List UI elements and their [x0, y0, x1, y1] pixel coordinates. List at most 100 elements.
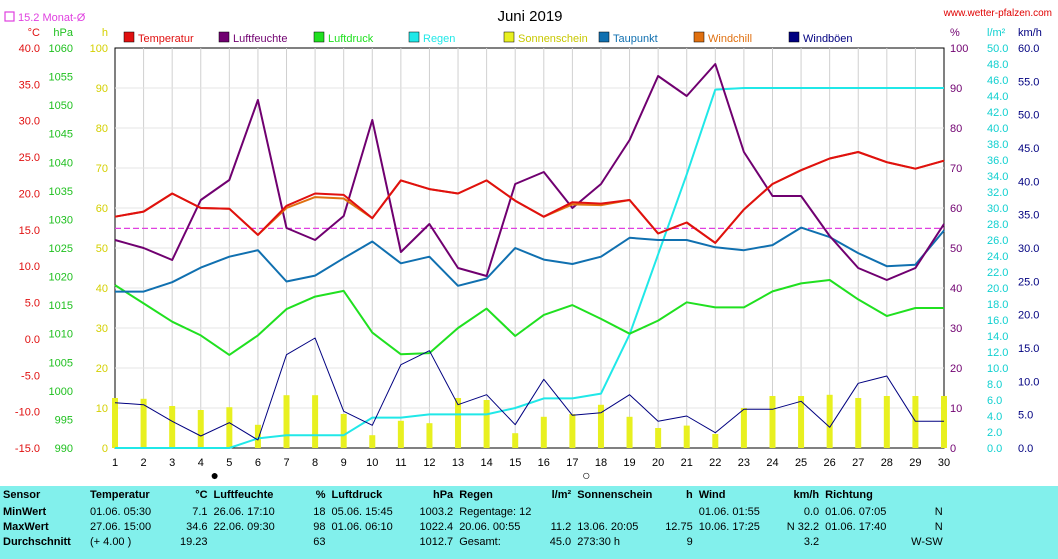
x-tick-label: 28 — [881, 457, 893, 469]
sunshine-axis-tick-label: 40 — [96, 283, 108, 295]
stats-row-max: MaxWert 27.06. 15:00 34.6 22.06. 09:30 9… — [0, 519, 946, 534]
humidity-axis-tick-label: 60 — [950, 203, 962, 215]
x-tick-label: 1 — [112, 457, 118, 469]
stats-panel: Sensor Temperatur °C Luftfeuchte % Luftd… — [0, 486, 1058, 559]
sunshine-bar — [855, 398, 862, 448]
sunshine-bar — [283, 395, 290, 448]
legend-swatch — [598, 31, 610, 43]
stats-row-label: MaxWert — [3, 520, 49, 533]
sunshine-bar — [312, 395, 319, 448]
legend-label: Temperatur — [138, 33, 194, 45]
legend-label: Windböen — [803, 33, 853, 45]
wind-axis-tick-label: 20.0 — [1018, 310, 1039, 322]
x-tick-label: 17 — [566, 457, 578, 469]
sunshine-bar — [254, 424, 261, 448]
pressure-axis-tick-label: 1015 — [49, 300, 73, 312]
monthly-avg-label: 15.2 Monat-Ø — [18, 12, 86, 24]
rain-axis-tick-label: 14.0 — [987, 331, 1008, 343]
stats-h-temp-unit: °C — [195, 489, 208, 501]
stats-cell: 1022.4 — [419, 520, 454, 533]
wind-axis-tick-label: 60.0 — [1018, 43, 1039, 55]
rain-axis-tick-label: 34.0 — [987, 171, 1008, 183]
stats-cell — [574, 504, 662, 519]
moon-phase-marker: ● — [211, 467, 219, 483]
temperature-axis-tick-label: 15.0 — [19, 225, 40, 237]
humidity-axis-tick-label: 80 — [950, 123, 962, 135]
x-tick-label: 4 — [198, 457, 204, 469]
rain-axis-tick-label: 30.0 — [987, 203, 1008, 215]
pressure-axis-tick-label: 1020 — [49, 272, 73, 284]
site-link[interactable]: www.wetter-pfalzen.com — [943, 8, 1052, 19]
sunshine-bar — [340, 414, 347, 448]
rain-axis-tick-label: 2.0 — [987, 427, 1002, 439]
sunshine-axis-tick-label: 10 — [96, 403, 108, 415]
sunshine-axis-tick-label: 100 — [90, 43, 108, 55]
pressure-axis-tick-label: 1040 — [49, 157, 73, 169]
stats-cell — [696, 534, 784, 549]
stats-cell: 01.06. 17:40 — [825, 520, 887, 533]
stats-cell: 01.06. 06:10 — [331, 520, 393, 533]
x-tick-label: 14 — [480, 457, 492, 469]
stats-cell: 01.06. 07:05 — [825, 505, 887, 518]
legend-label: Windchill — [708, 33, 752, 45]
sunshine-axis-unit-label: h — [102, 27, 108, 39]
temperature-axis-tick-label: 20.0 — [19, 188, 40, 200]
x-tick-label: 30 — [938, 457, 950, 469]
humidity-axis-tick-label: 30 — [950, 323, 962, 335]
stats-table: Sensor Temperatur °C Luftfeuchte % Luftd… — [0, 486, 946, 549]
stats-row-avg: Durchschnitt (+ 4.00 ) 19.23 63 1012.7 G… — [0, 534, 946, 549]
stats-cell: 05.06. 15:45 — [331, 505, 393, 518]
sunshine-bar — [455, 398, 462, 448]
legend-swatch — [693, 31, 705, 43]
stats-cell: (+ 4.00 ) — [90, 535, 132, 548]
rain-axis-tick-label: 8.0 — [987, 379, 1002, 391]
humidity-axis-unit-label: % — [950, 27, 960, 39]
stats-cell: 19.23 — [180, 535, 208, 548]
stats-cell: W-SW — [911, 535, 943, 548]
stats-h-temp: Temperatur — [90, 489, 150, 501]
temperature-axis-tick-label: -10.0 — [15, 407, 40, 419]
legend-swatch — [408, 31, 420, 43]
temperature-axis-tick-label: 30.0 — [19, 116, 40, 128]
stats-h-dir: Richtung — [825, 489, 873, 501]
stats-cell: 10.06. 17:25 — [698, 520, 760, 533]
stats-cell: 01.06. 01:55 — [698, 505, 760, 518]
stats-cell: 9 — [686, 535, 693, 548]
stats-cell: N — [934, 505, 943, 518]
pressure-axis-tick-label: 990 — [55, 443, 73, 455]
rain-axis-tick-label: 26.0 — [987, 235, 1008, 247]
stats-cell: 7.1 — [192, 505, 208, 518]
temperature-axis-tick-label: 5.0 — [25, 298, 40, 310]
chart-axes: 1 2 3 4 5 6 7 8 9 10 11 12 13 14 15 16 17 18 19 20 21 22 23 24 2… — [0, 27, 1058, 485]
rain-axis-tick-label: 38.0 — [987, 139, 1008, 151]
stats-h-press-unit: hPa — [433, 489, 454, 501]
rain-axis-tick-label: 44.0 — [987, 91, 1008, 103]
wind-axis-tick-label: 5.0 — [1018, 410, 1033, 422]
x-tick-label: 25 — [795, 457, 807, 469]
x-tick-label: 8 — [312, 457, 318, 469]
stats-cell: 1012.7 — [419, 535, 454, 548]
x-tick-label: 23 — [738, 457, 750, 469]
legend-label: Sonnenschein — [518, 33, 588, 45]
wind-axis-tick-label: 25.0 — [1018, 276, 1039, 288]
wind-axis-unit-label: km/h — [1018, 27, 1042, 39]
humidity-axis-tick-label: 20 — [950, 363, 962, 375]
pressure-axis-tick-label: 1050 — [49, 100, 73, 112]
temperature-axis-tick-label: 40.0 — [19, 43, 40, 55]
sunshine-bar — [740, 408, 747, 448]
rain-axis-tick-label: 32.0 — [987, 187, 1008, 199]
x-tick-label: 22 — [709, 457, 721, 469]
series-line-temperatur — [114, 151, 945, 244]
pressure-axis-tick-label: 1000 — [49, 386, 73, 398]
sunshine-bar — [941, 396, 947, 448]
rain-axis-tick-label: 6.0 — [987, 395, 1002, 407]
sunshine-bar — [655, 428, 662, 448]
rain-axis-tick-label: 46.0 — [987, 75, 1008, 87]
x-tick-label: 10 — [366, 457, 378, 469]
rain-axis-tick-label: 20.0 — [987, 283, 1008, 295]
rain-axis-tick-label: 24.0 — [987, 251, 1008, 263]
humidity-axis-tick-label: 90 — [950, 83, 962, 95]
stats-cell: 01.06. 05:30 — [90, 505, 152, 518]
wind-axis-tick-label: 15.0 — [1018, 343, 1039, 355]
stats-cell: 0.0 — [803, 505, 820, 518]
